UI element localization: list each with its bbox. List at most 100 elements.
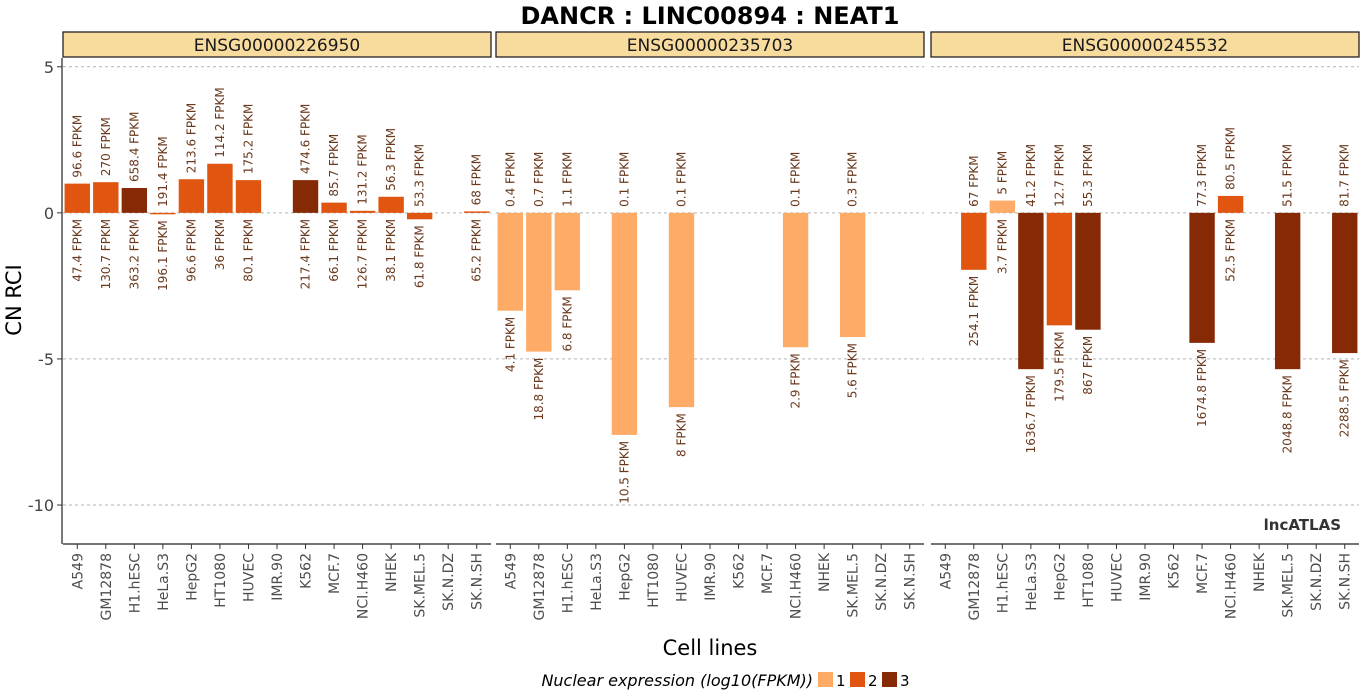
bar	[839, 212, 866, 338]
bar-label-cytoplasm: 51.5 FPKM	[1281, 144, 1295, 207]
x-tick-label: SK.N.SH	[903, 553, 919, 610]
bar-label-cytoplasm: 114.2 FPKM	[213, 87, 227, 158]
bar-label-cytoplasm: 56.3 FPKM	[384, 128, 398, 191]
bar-label-nucleus: 8 FPKM	[674, 413, 688, 457]
x-tick-label: H1.hESC	[995, 553, 1011, 613]
panel-2: ENSG00000245532 67 FPKM 254.1 FPKM 5 FPKM 3.…	[930, 31, 1360, 620]
bar	[989, 200, 1016, 213]
bar-label-nucleus: 1674.8 FPKM	[1195, 349, 1209, 427]
bar-label-cytoplasm: 0.1 FPKM	[674, 152, 688, 207]
bar-label-cytoplasm: 270 FPKM	[99, 117, 113, 176]
facet-strip	[495, 31, 925, 58]
bar	[406, 212, 433, 220]
legend: Nuclear expression (log10(FPKM)) 1 2 3	[541, 671, 909, 690]
facet-strip	[62, 31, 492, 58]
x-tick-label: IMR.90	[270, 553, 286, 601]
bar	[1018, 212, 1044, 370]
bar-label-nucleus: 52.5 FPKM	[1224, 219, 1238, 282]
bar-label-nucleus: 36 FPKM	[213, 219, 227, 270]
bar	[321, 202, 347, 213]
x-tick-label: HUVEC	[1109, 553, 1125, 602]
bar-label-nucleus: 217.4 FPKM	[299, 219, 313, 290]
bar-label-nucleus: 254.1 FPKM	[967, 276, 981, 347]
legend-key	[850, 672, 865, 687]
panel-1: ENSG00000235703 0.4 FPKM 4.1 FPKM 0.7 FPKM 1…	[495, 31, 925, 620]
x-tick-label: MCF.7	[1195, 553, 1211, 594]
x-tick-label: NCI.H460	[356, 553, 372, 619]
legend-label: 2	[868, 672, 878, 690]
x-tick-label: IMR.90	[703, 553, 719, 601]
x-tick-label: A549	[938, 553, 954, 589]
x-tick-label: SK.MEL.5	[1281, 553, 1297, 618]
y-axis: 5 0 -5 -10	[28, 58, 63, 544]
facet-strip-label: ENSG00000245532	[1062, 36, 1228, 56]
x-tick-label: GM12878	[967, 553, 983, 620]
x-tick-label: A549	[70, 553, 86, 589]
bar-label-cytoplasm: 0.1 FPKM	[617, 152, 631, 207]
bar	[611, 212, 638, 435]
bar-label-cytoplasm: 68 FPKM	[470, 154, 484, 205]
bar-label-nucleus: 2288.5 FPKM	[1338, 359, 1352, 437]
bar-label-cytoplasm: 0.3 FPKM	[846, 152, 860, 207]
x-tick-label: SK.N.SH	[1338, 553, 1354, 610]
x-tick-label: HeLa.S3	[156, 553, 172, 611]
y-axis-title: CN RCI	[2, 264, 26, 335]
x-tick-label: H1.hESC	[560, 553, 576, 613]
bar	[235, 180, 262, 213]
bar	[150, 212, 176, 215]
bar	[178, 179, 205, 213]
bar	[1332, 212, 1358, 354]
y-tick-label: 5	[44, 58, 54, 77]
bar-label-nucleus: 2.9 FPKM	[789, 353, 803, 408]
bar-label-nucleus: 2048.8 FPKM	[1281, 375, 1295, 453]
bar	[1075, 212, 1101, 330]
bar-label-nucleus: 10.5 FPKM	[617, 441, 631, 504]
bar	[207, 163, 233, 213]
x-tick-label: HepG2	[1052, 553, 1068, 601]
x-tick-label: MCF.7	[760, 553, 776, 594]
bar-label-nucleus: 179.5 FPKM	[1052, 331, 1066, 402]
chart-title: DANCR : LINC00894 : NEAT1	[521, 2, 900, 30]
bar	[497, 212, 523, 311]
facet-strip	[930, 31, 1360, 58]
x-tick-label: NHEK	[384, 552, 400, 592]
x-tick-label: HepG2	[184, 553, 200, 601]
facet-strip-label: ENSG00000235703	[627, 36, 793, 56]
bar-label-nucleus: 3.7 FPKM	[995, 219, 1009, 274]
bar-label-nucleus: 80.1 FPKM	[241, 219, 255, 282]
x-tick-label: HepG2	[617, 553, 633, 601]
bar-label-nucleus: 867 FPKM	[1081, 336, 1095, 395]
bar	[554, 212, 581, 291]
bar	[526, 212, 552, 352]
bar	[782, 212, 809, 348]
bar-label-cytoplasm: 85.7 FPKM	[327, 134, 341, 197]
x-tick-label: GM12878	[99, 553, 115, 620]
bar	[349, 210, 376, 213]
legend-key	[882, 672, 897, 687]
bar-label-cytoplasm: 53.3 FPKM	[413, 144, 427, 207]
bar-label-cytoplasm: 0.1 FPKM	[789, 152, 803, 207]
legend-key	[818, 672, 833, 687]
facet-strip-label: ENSG00000226950	[194, 36, 360, 56]
x-tick-label: MCF.7	[327, 553, 343, 594]
x-tick-label: K562	[299, 553, 315, 589]
x-tick-label: HUVEC	[674, 553, 690, 602]
bar-label-nucleus: 18.8 FPKM	[532, 358, 546, 421]
bar-label-cytoplasm: 55.3 FPKM	[1081, 144, 1095, 207]
x-tick-label: NCI.H460	[789, 553, 805, 619]
bar-label-nucleus: 363.2 FPKM	[127, 219, 141, 290]
bar-label-cytoplasm: 41.2 FPKM	[1024, 144, 1038, 207]
x-tick-label: NCI.H460	[1224, 553, 1240, 619]
watermark: lncATLAS	[1264, 516, 1341, 534]
y-tick-label: -10	[28, 496, 54, 515]
x-tick-label: K562	[732, 553, 748, 589]
bar-label-nucleus: 4.1 FPKM	[503, 317, 517, 372]
x-tick-label: HeLa.S3	[1024, 553, 1040, 611]
x-tick-label: HT1080	[646, 553, 662, 608]
bar	[464, 211, 490, 213]
bar-label-cytoplasm: 81.7 FPKM	[1338, 144, 1352, 207]
bar-label-cytoplasm: 77.3 FPKM	[1195, 144, 1209, 207]
bar-label-nucleus: 1636.7 FPKM	[1024, 375, 1038, 453]
legend-title: Nuclear expression (log10(FPKM))	[541, 671, 813, 690]
